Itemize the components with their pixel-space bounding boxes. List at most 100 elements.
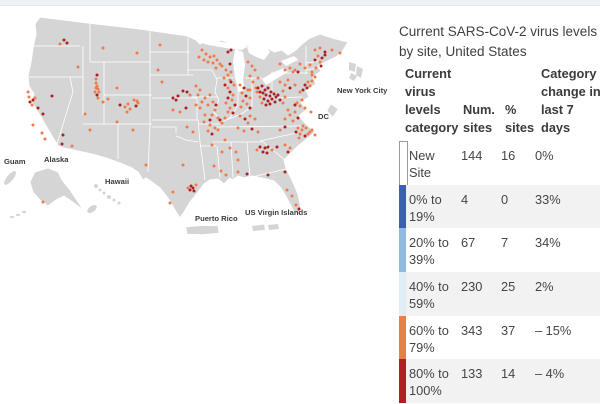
- site-dot[interactable]: [248, 96, 252, 100]
- site-dot[interactable]: [298, 62, 302, 66]
- site-dot[interactable]: [246, 88, 250, 92]
- site-dot[interactable]: [273, 100, 277, 104]
- site-dot[interactable]: [94, 86, 98, 90]
- site-dot[interactable]: [174, 98, 178, 102]
- site-dot[interactable]: [261, 150, 265, 154]
- site-dot[interactable]: [184, 106, 188, 110]
- site-dot[interactable]: [224, 68, 228, 72]
- site-dot[interactable]: [297, 136, 301, 140]
- site-dot[interactable]: [33, 96, 37, 100]
- site-dot[interactable]: [156, 68, 160, 72]
- site-dot[interactable]: [296, 116, 300, 120]
- site-dot[interactable]: [241, 99, 245, 103]
- site-dot[interactable]: [238, 83, 242, 87]
- site-dot[interactable]: [211, 100, 215, 104]
- site-dot[interactable]: [128, 107, 132, 111]
- site-dot[interactable]: [234, 150, 238, 154]
- site-dot[interactable]: [313, 75, 317, 79]
- site-dot[interactable]: [281, 101, 285, 105]
- site-dot[interactable]: [226, 110, 230, 114]
- site-dot[interactable]: [118, 103, 122, 107]
- site-dot[interactable]: [125, 110, 129, 114]
- site-dot[interactable]: [245, 172, 249, 176]
- site-dot[interactable]: [244, 94, 248, 98]
- site-dot[interactable]: [198, 106, 202, 110]
- site-dot[interactable]: [214, 66, 218, 70]
- site-dot[interactable]: [96, 96, 100, 100]
- site-dot[interactable]: [290, 194, 294, 198]
- site-dot[interactable]: [255, 90, 259, 94]
- site-dot[interactable]: [93, 90, 97, 94]
- site-dot[interactable]: [266, 145, 270, 149]
- site-dot[interactable]: [94, 77, 98, 81]
- site-dot[interactable]: [256, 130, 260, 134]
- site-dot[interactable]: [95, 93, 99, 97]
- site-dot[interactable]: [215, 58, 219, 62]
- site-dot[interactable]: [229, 80, 233, 84]
- site-dot[interactable]: [283, 95, 287, 99]
- site-dot[interactable]: [206, 103, 210, 107]
- site-dot[interactable]: [293, 110, 297, 114]
- site-dot[interactable]: [134, 104, 138, 108]
- site-dot[interactable]: [50, 94, 54, 98]
- site-dot[interactable]: [266, 86, 270, 90]
- site-dot[interactable]: [218, 62, 222, 66]
- site-dot[interactable]: [97, 90, 101, 94]
- site-dot[interactable]: [222, 76, 226, 80]
- site-dot[interactable]: [171, 108, 175, 112]
- site-dot[interactable]: [196, 93, 200, 97]
- site-dot[interactable]: [188, 93, 192, 97]
- site-dot[interactable]: [213, 108, 217, 112]
- site-dot[interactable]: [314, 66, 318, 70]
- site-dot[interactable]: [270, 97, 274, 101]
- site-dot[interactable]: [300, 128, 304, 132]
- site-dot[interactable]: [288, 113, 292, 117]
- site-dot[interactable]: [41, 112, 45, 116]
- site-dot[interactable]: [228, 106, 232, 110]
- site-dot[interactable]: [303, 83, 307, 87]
- site-dot[interactable]: [212, 164, 216, 168]
- site-dot[interactable]: [106, 97, 110, 101]
- site-dot[interactable]: [263, 88, 267, 92]
- site-dot[interactable]: [297, 207, 301, 211]
- site-dot[interactable]: [210, 113, 214, 117]
- site-dot[interactable]: [220, 121, 224, 125]
- site-dot[interactable]: [283, 170, 287, 174]
- site-dot[interactable]: [208, 123, 212, 127]
- site-dot[interactable]: [296, 126, 300, 130]
- site-dot[interactable]: [338, 51, 342, 55]
- site-dot[interactable]: [160, 80, 164, 84]
- site-dot[interactable]: [220, 150, 224, 154]
- site-dot[interactable]: [191, 186, 195, 190]
- site-dot[interactable]: [262, 97, 266, 101]
- site-dot[interactable]: [309, 110, 313, 114]
- site-dot[interactable]: [41, 200, 45, 204]
- site-dot[interactable]: [208, 118, 212, 122]
- site-dot[interactable]: [288, 86, 292, 90]
- site-dot[interactable]: [310, 128, 314, 132]
- site-dot[interactable]: [27, 95, 31, 99]
- site-dot[interactable]: [226, 86, 230, 90]
- site-dot[interactable]: [228, 62, 232, 66]
- site-dot[interactable]: [232, 83, 236, 87]
- site-dot[interactable]: [200, 100, 204, 104]
- site-dot[interactable]: [178, 110, 182, 114]
- site-dot[interactable]: [266, 173, 270, 177]
- site-dot[interactable]: [31, 123, 35, 127]
- site-dot[interactable]: [65, 41, 69, 45]
- site-dot[interactable]: [305, 86, 309, 90]
- site-dot[interactable]: [233, 103, 237, 107]
- site-dot[interactable]: [261, 91, 265, 95]
- site-dot[interactable]: [319, 64, 323, 68]
- site-dot[interactable]: [101, 46, 105, 50]
- site-dot[interactable]: [36, 106, 40, 110]
- site-dot[interactable]: [278, 128, 282, 132]
- site-dot[interactable]: [223, 138, 227, 142]
- site-dot[interactable]: [274, 95, 278, 99]
- site-dot[interactable]: [239, 105, 243, 109]
- site-dot[interactable]: [231, 93, 235, 97]
- site-dot[interactable]: [43, 137, 47, 141]
- site-dot[interactable]: [126, 102, 130, 106]
- site-dot[interactable]: [272, 92, 276, 96]
- site-dot[interactable]: [250, 127, 254, 131]
